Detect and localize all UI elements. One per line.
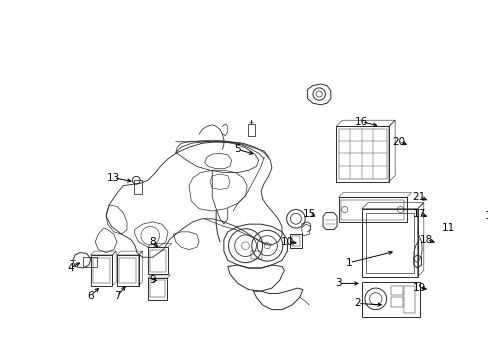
- Text: 9: 9: [149, 275, 156, 285]
- Text: 3: 3: [335, 278, 341, 288]
- Text: 1: 1: [346, 258, 352, 267]
- Bar: [289, 234, 302, 248]
- Text: 6: 6: [87, 291, 94, 301]
- Bar: [119, 258, 136, 283]
- Text: 2: 2: [354, 298, 361, 309]
- Text: 15: 15: [302, 209, 315, 219]
- Bar: [134, 180, 142, 194]
- Bar: [90, 255, 112, 286]
- Bar: [82, 257, 97, 266]
- Bar: [390, 297, 402, 306]
- Text: 4: 4: [67, 263, 74, 273]
- Text: 7: 7: [113, 291, 120, 301]
- Text: 8: 8: [149, 237, 156, 247]
- Text: 11: 11: [441, 223, 454, 233]
- Bar: [150, 280, 164, 297]
- Bar: [338, 197, 406, 222]
- Bar: [150, 249, 165, 272]
- Bar: [361, 282, 419, 316]
- Bar: [148, 247, 168, 274]
- Bar: [148, 278, 167, 300]
- Bar: [250, 251, 261, 259]
- Bar: [336, 126, 388, 182]
- Bar: [247, 124, 254, 136]
- Bar: [390, 286, 402, 295]
- Text: 20: 20: [392, 137, 405, 147]
- Bar: [361, 209, 417, 276]
- Text: 17: 17: [412, 209, 425, 219]
- Text: 16: 16: [354, 117, 367, 127]
- Bar: [338, 129, 386, 180]
- Text: 13: 13: [107, 173, 120, 183]
- Text: 18: 18: [420, 235, 433, 244]
- Text: 21: 21: [412, 192, 425, 202]
- Text: 14: 14: [484, 211, 488, 221]
- Text: 19: 19: [412, 283, 425, 293]
- Text: 10: 10: [280, 237, 293, 247]
- Bar: [340, 199, 404, 220]
- Bar: [117, 255, 138, 286]
- Bar: [93, 258, 110, 283]
- Bar: [291, 237, 299, 246]
- Bar: [365, 213, 413, 273]
- Text: 5: 5: [234, 144, 241, 154]
- Bar: [404, 286, 414, 313]
